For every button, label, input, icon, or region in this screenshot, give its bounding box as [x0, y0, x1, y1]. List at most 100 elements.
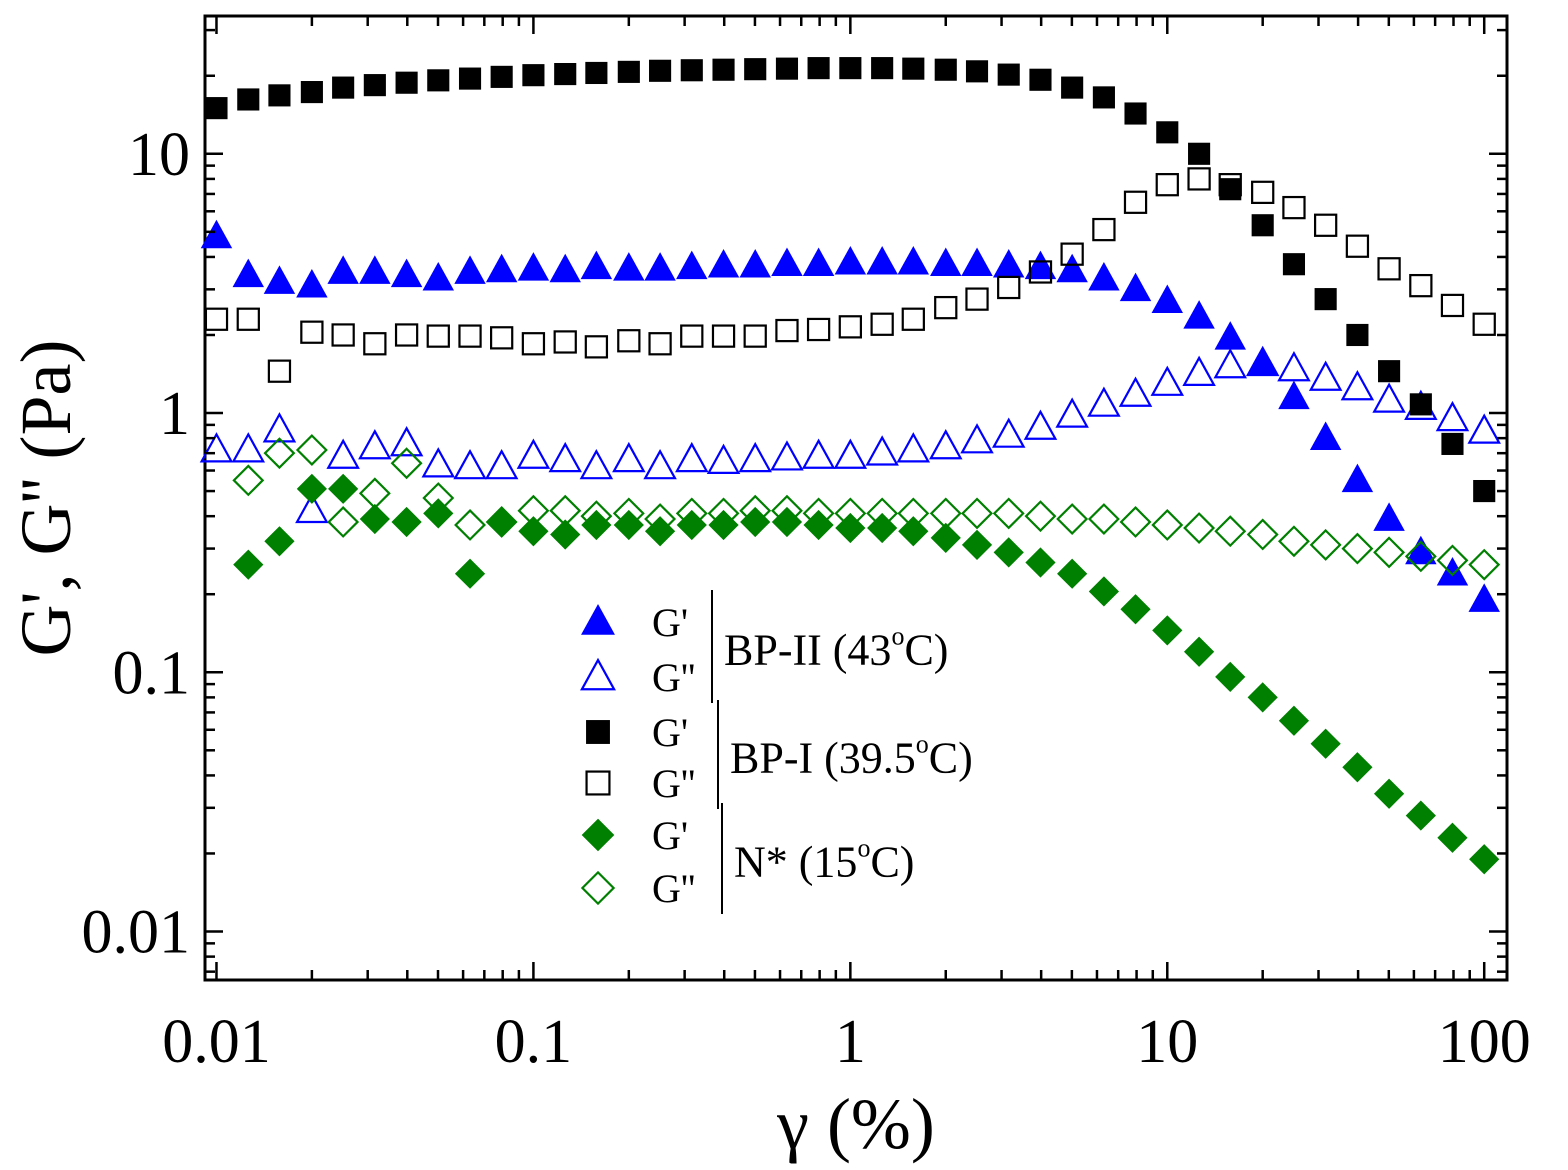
- data-point: [331, 323, 355, 347]
- data-point: [802, 497, 835, 530]
- x-tick-label: 0.1: [495, 1008, 573, 1076]
- data-point: [200, 219, 233, 249]
- data-point: [516, 438, 551, 469]
- data-point: [960, 423, 994, 454]
- data-point: [490, 326, 514, 350]
- data-point: [454, 558, 486, 589]
- data-point: [675, 441, 709, 473]
- data-point: [803, 509, 834, 541]
- data-point: [929, 429, 963, 460]
- data-point: [1152, 615, 1183, 646]
- legend-marker: [581, 818, 615, 852]
- data-point: [1092, 86, 1115, 109]
- data-point: [580, 500, 613, 533]
- data-point: [232, 464, 265, 497]
- series-3: [204, 167, 1496, 383]
- data-point: [550, 519, 581, 550]
- data-point: [204, 307, 229, 331]
- data-point: [1404, 540, 1437, 573]
- data-point: [549, 253, 581, 283]
- data-point: [930, 247, 962, 277]
- data-point: [1029, 68, 1052, 91]
- data-point: [296, 473, 327, 504]
- data-point: [263, 265, 296, 294]
- data-point: [649, 59, 672, 82]
- data-point: [485, 253, 518, 283]
- data-point: [1092, 217, 1116, 242]
- series-0: [200, 219, 1500, 612]
- data-point: [421, 447, 456, 478]
- data-point: [1378, 360, 1401, 383]
- data-point: [1025, 547, 1056, 578]
- y-axis-title: G', G'' (Pa): [6, 340, 86, 657]
- data-point: [517, 494, 550, 527]
- data-point: [1183, 636, 1215, 667]
- data-point: [389, 426, 424, 457]
- data-point: [205, 97, 228, 120]
- data-point: [1087, 503, 1120, 535]
- data-point: [965, 287, 989, 311]
- plot-area: [203, 14, 1509, 982]
- data-point: [363, 332, 387, 356]
- y-tick-label: 0.1: [113, 639, 191, 707]
- data-point: [676, 509, 707, 541]
- data-point: [865, 435, 899, 466]
- data-point: [807, 57, 830, 80]
- data-point: [1377, 257, 1401, 281]
- data-point: [548, 441, 582, 473]
- data-point: [1282, 253, 1306, 276]
- data-point: [992, 497, 1025, 530]
- data-point: [1060, 242, 1084, 266]
- legend: G'G''BP-II (43oC)G'G''BP-I (39.5oC)G'G''…: [580, 590, 973, 914]
- data-point: [708, 509, 739, 541]
- data-point: [1155, 173, 1179, 197]
- data-point: [1340, 369, 1375, 401]
- data-point: [1278, 705, 1310, 736]
- data-point: [295, 492, 329, 524]
- data-point: [613, 509, 644, 541]
- data-point: [518, 516, 549, 547]
- data-point: [454, 255, 486, 284]
- legend-unit: C): [904, 626, 948, 675]
- data-point: [1473, 479, 1496, 503]
- legend-marker: [580, 657, 616, 691]
- data-point: [644, 252, 676, 281]
- data-point: [744, 58, 767, 81]
- data-point: [711, 324, 736, 348]
- data-point: [422, 482, 455, 514]
- data-point: [1150, 365, 1185, 396]
- data-point: [1120, 594, 1151, 625]
- legend-phase-label: BP-I (39.5oC): [730, 730, 973, 783]
- data-point: [1118, 376, 1153, 407]
- data-point: [1245, 345, 1280, 377]
- data-point: [326, 438, 360, 469]
- data-point: [454, 509, 486, 541]
- legend-label: G': [652, 813, 688, 858]
- data-point: [992, 249, 1025, 278]
- data-point: [1277, 525, 1310, 558]
- data-point: [267, 359, 292, 383]
- data-point: [675, 497, 708, 530]
- data-point: [897, 497, 930, 530]
- data-point: [1278, 380, 1310, 410]
- data-point: [897, 246, 930, 275]
- data-point: [263, 437, 296, 470]
- data-point: [1156, 121, 1179, 144]
- data-point: [264, 526, 295, 557]
- data-point: [1218, 173, 1242, 197]
- legend-marker: [585, 770, 611, 796]
- legend-phase-name: N* (15: [734, 838, 857, 887]
- legend-label: G': [652, 600, 688, 645]
- data-point: [1119, 272, 1152, 302]
- data-point: [934, 58, 957, 81]
- data-point: [838, 315, 863, 339]
- data-point: [1246, 347, 1279, 376]
- data-point: [1314, 288, 1337, 311]
- y-tick-label: 0.01: [82, 898, 191, 966]
- data-point: [1467, 413, 1501, 444]
- data-point: [1056, 253, 1088, 283]
- y-tick-label: 10: [128, 121, 190, 189]
- data-point: [327, 506, 360, 538]
- data-point: [1182, 355, 1216, 386]
